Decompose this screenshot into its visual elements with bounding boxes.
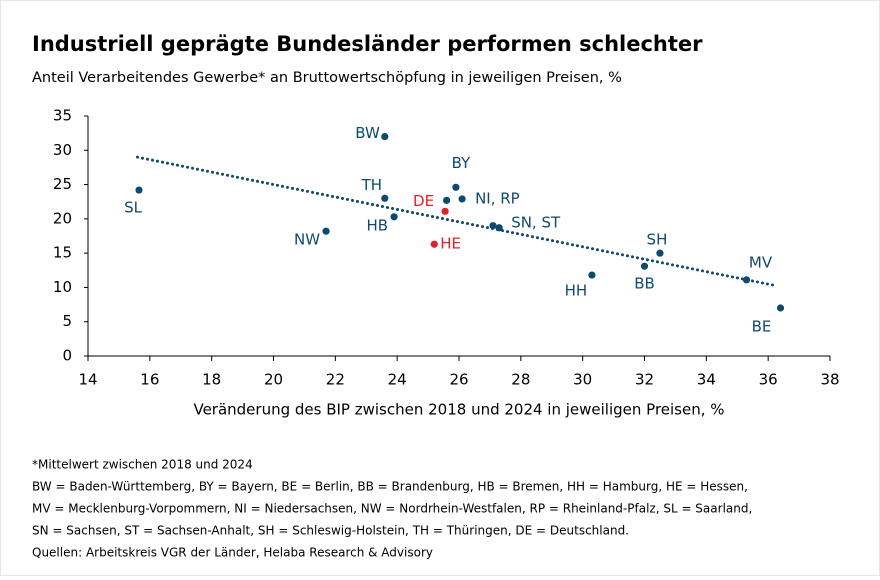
y-tick-label: 25 — [53, 175, 72, 193]
x-tick-label: 30 — [573, 371, 592, 389]
point — [495, 224, 503, 232]
x-tick-label: 24 — [388, 371, 407, 389]
point-label: SL — [124, 199, 143, 217]
point — [135, 186, 143, 194]
footnote: BW = Baden-Württemberg, BY = Bayern, BE … — [32, 480, 748, 494]
point — [640, 262, 649, 270]
point — [458, 195, 466, 203]
point — [322, 227, 330, 235]
point — [441, 207, 449, 215]
point-label: NI, RP — [475, 189, 520, 207]
footnote: MV = Mecklenburg-Vorpommern, NI = Nieder… — [32, 502, 752, 516]
y-tick-label: 20 — [53, 209, 72, 227]
x-tick-label: 14 — [78, 371, 97, 389]
x-tick-label: 38 — [820, 371, 839, 389]
point-label: HB — [366, 216, 388, 234]
point-label: NW — [294, 231, 320, 249]
x-tick-label: 22 — [326, 371, 345, 389]
point — [776, 304, 785, 312]
point — [588, 271, 596, 279]
point — [452, 183, 460, 191]
x-tick-label: 20 — [264, 371, 283, 389]
point — [430, 240, 438, 248]
x-tick-label: 34 — [697, 371, 716, 389]
x-tick-label: 28 — [511, 371, 530, 389]
y-tick-label: 5 — [62, 312, 72, 330]
y-tick-label: 0 — [62, 347, 72, 365]
point-label: BY — [452, 154, 471, 172]
point-label: SN, ST — [511, 213, 561, 231]
point — [656, 249, 664, 257]
point-label: MV — [749, 253, 773, 271]
x-tick-label: 36 — [759, 371, 778, 389]
point-label: BE — [752, 318, 772, 336]
footnote: Quellen: Arbeitskreis VGR der Länder, He… — [32, 546, 433, 560]
point-label: SH — [647, 231, 668, 249]
y-tick-label: 35 — [53, 107, 72, 125]
chart-title: Industriell geprägte Bundesländer perfor… — [32, 32, 703, 56]
point — [443, 196, 451, 204]
y-tick-label: 10 — [53, 278, 72, 296]
x-tick-label: 32 — [635, 371, 654, 389]
point-label: TH — [361, 176, 382, 194]
point-label: BW — [355, 124, 380, 142]
point-label: DE — [413, 192, 434, 210]
point — [489, 222, 497, 230]
y-tick-label: 30 — [53, 141, 72, 159]
chart-subtitle: Anteil Verarbeitendes Gewerbe* an Brutto… — [32, 70, 622, 86]
y-tick-label: 15 — [53, 244, 72, 262]
x-tick-label: 26 — [449, 371, 468, 389]
point-label: HE — [440, 235, 461, 253]
point — [381, 132, 389, 141]
trendline — [135, 155, 776, 287]
point-label: HH — [565, 282, 588, 300]
footnote: SN = Sachsen, ST = Sachsen-Anhalt, SH = … — [32, 524, 629, 538]
x-tick-label: 18 — [202, 371, 221, 389]
point — [390, 213, 398, 221]
point-label: BB — [634, 275, 655, 293]
point — [381, 194, 389, 202]
x-axis-label: Veränderung des BIP zwischen 2018 und 20… — [193, 401, 724, 419]
footnote: *Mittelwert zwischen 2018 und 2024 — [32, 458, 253, 472]
x-tick-label: 16 — [140, 371, 159, 389]
point — [742, 276, 751, 284]
